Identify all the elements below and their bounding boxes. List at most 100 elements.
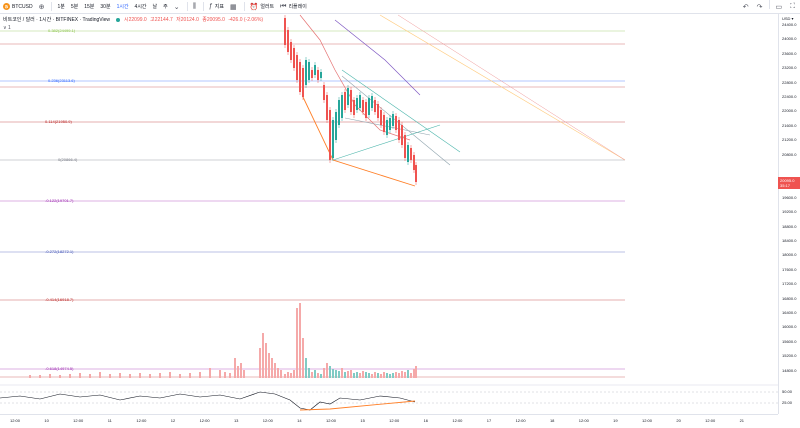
layout-menu-button[interactable]: ▭ xyxy=(772,0,787,14)
volume-bar xyxy=(407,370,409,378)
currency-selector[interactable]: USD ▾ xyxy=(782,16,794,21)
volume-bar xyxy=(274,363,276,378)
time-tick-label: 15 xyxy=(360,418,365,423)
volume-bar xyxy=(359,373,361,378)
alert-button[interactable]: ⏰ 얼러트 xyxy=(247,0,278,14)
volume-bar xyxy=(229,373,231,378)
fullscreen-button[interactable]: ⛶ xyxy=(787,0,800,14)
add-symbol-button[interactable]: ⊕ xyxy=(36,0,50,14)
time-tick-label: 20 xyxy=(676,418,681,423)
bitcoin-icon: ₿ xyxy=(3,3,10,10)
long-trend-line xyxy=(379,14,626,161)
volume-bar xyxy=(271,358,273,378)
volume-bar xyxy=(79,373,81,378)
candle-body xyxy=(398,120,400,140)
candle-body xyxy=(320,72,322,78)
window-icon: ▭ xyxy=(775,3,783,11)
redo-button[interactable]: ↷ xyxy=(754,0,768,14)
interval-1m[interactable]: 1분 xyxy=(54,0,67,14)
interval-label: 15분 xyxy=(84,4,95,10)
price-tick-label: 23200.0 xyxy=(782,65,797,71)
time-tick-label: 12:00 xyxy=(389,418,400,423)
bar-countdown: 35:17 xyxy=(780,183,791,188)
interval-label: 4시간 xyxy=(134,4,147,10)
redo-icon: ↷ xyxy=(756,3,763,11)
time-tick-label: 13 xyxy=(233,418,239,423)
candle-body xyxy=(368,98,370,115)
interval-label: 5분 xyxy=(70,4,79,10)
interval-1w[interactable]: 주 xyxy=(160,0,171,14)
candle-body xyxy=(386,120,388,135)
candle-body xyxy=(341,95,343,118)
chevron-down-icon: ⌄ xyxy=(173,3,180,11)
undo-button[interactable]: ↶ xyxy=(740,0,754,14)
volume-bar xyxy=(129,374,131,378)
price-tick-label: 22400.0 xyxy=(782,94,797,99)
indicators-label: 지표 xyxy=(214,4,224,10)
toolbar-divider xyxy=(186,2,188,11)
ohlc-values: 시22099.0 고22144.7 저20124.0 종20095.0 -426… xyxy=(124,16,265,23)
time-tick-label: 14 xyxy=(297,418,302,423)
volume-bar xyxy=(243,370,245,378)
volume-bar xyxy=(280,370,282,378)
indicators-button[interactable]: ƒ 지표 xyxy=(206,0,227,14)
divergence-line xyxy=(302,96,416,187)
interval-label: 30분 xyxy=(100,4,111,10)
volume-bar xyxy=(380,374,382,378)
symbol-search-button[interactable]: ₿ BTCUSD xyxy=(0,0,36,14)
volume-bar xyxy=(159,373,161,378)
time-tick-label: 12:00 xyxy=(73,418,84,423)
time-tick-label: 12:00 xyxy=(325,418,337,423)
volume-bar xyxy=(356,372,358,378)
interval-label: 1시간 xyxy=(116,4,129,10)
price-tick-label: 23600.0 xyxy=(782,50,797,56)
time-tick-label: 19 xyxy=(613,418,618,423)
price-axis[interactable]: USD ▾ 24400.0 24000.0 23600.0 23200.0 22800.… xyxy=(778,14,800,414)
price-tick-label: 15200.0 xyxy=(782,353,797,359)
time-tick-label: 17 xyxy=(486,418,492,423)
layout-button[interactable]: ▦ xyxy=(227,0,242,14)
candle-body xyxy=(389,118,391,130)
plus-circle-icon: ⊕ xyxy=(38,3,45,11)
candle-body xyxy=(329,110,331,160)
volume-bar xyxy=(49,374,51,378)
price-chart-canvas[interactable] xyxy=(0,0,778,414)
volume-bar xyxy=(368,373,370,378)
rsi-line xyxy=(0,391,416,411)
symbol-title: 비트코인 / 달러 · 1시간 · BITFINEX · TradingView xyxy=(3,17,111,23)
interval-1h[interactable]: 1시간 xyxy=(114,0,132,14)
replay-button[interactable]: ⏮ 리플레이 xyxy=(277,0,310,14)
time-tick-label: 12:00 xyxy=(199,418,210,423)
interval-30m[interactable]: 30분 xyxy=(97,0,113,14)
indicator-toggle[interactable]: ∨ 1 xyxy=(3,25,11,31)
interval-dropdown[interactable]: ⌄ xyxy=(171,0,185,14)
candle-body xyxy=(377,104,379,118)
time-tick-label: 12:00 xyxy=(515,418,526,423)
volume-bar xyxy=(290,373,292,378)
fib-level-label: 0.236(23113.6) xyxy=(48,78,75,83)
replay-icon: ⏮ xyxy=(280,2,287,10)
interval-1d[interactable]: 날 xyxy=(150,0,161,14)
price-tick-label: 14800.0 xyxy=(782,367,797,373)
candles-icon: ⫼ xyxy=(192,2,196,10)
candle-body xyxy=(362,100,364,112)
time-tick-label: 10 xyxy=(44,418,49,423)
fib-level-label: 0.382(24499.1) xyxy=(48,28,76,33)
chart-type-button[interactable]: ⫼ xyxy=(190,0,201,14)
toolbar-divider xyxy=(243,2,245,11)
price-tick-label: 18800.0 xyxy=(782,223,797,229)
volume-bar xyxy=(296,308,298,378)
time-axis[interactable]: 12:00 10 12:00 11 12:00 12 12:00 13 12:00 14 12:00… xyxy=(0,414,778,428)
volume-bar xyxy=(199,372,201,378)
fib-level-label: 0.114(21950.9) xyxy=(45,119,72,124)
volume-bar xyxy=(317,373,319,378)
price-tick-label: 18000.0 xyxy=(782,252,797,258)
alert-label: 얼러트 xyxy=(260,4,275,10)
interval-5m[interactable]: 5분 xyxy=(68,0,81,14)
interval-15m[interactable]: 15분 xyxy=(81,0,97,14)
price-tick-label: 24400.0 xyxy=(782,22,797,27)
candle-body xyxy=(380,110,382,125)
interval-4h[interactable]: 4시간 xyxy=(132,0,150,14)
volume-bar xyxy=(89,374,91,378)
volume-bar xyxy=(374,372,376,378)
